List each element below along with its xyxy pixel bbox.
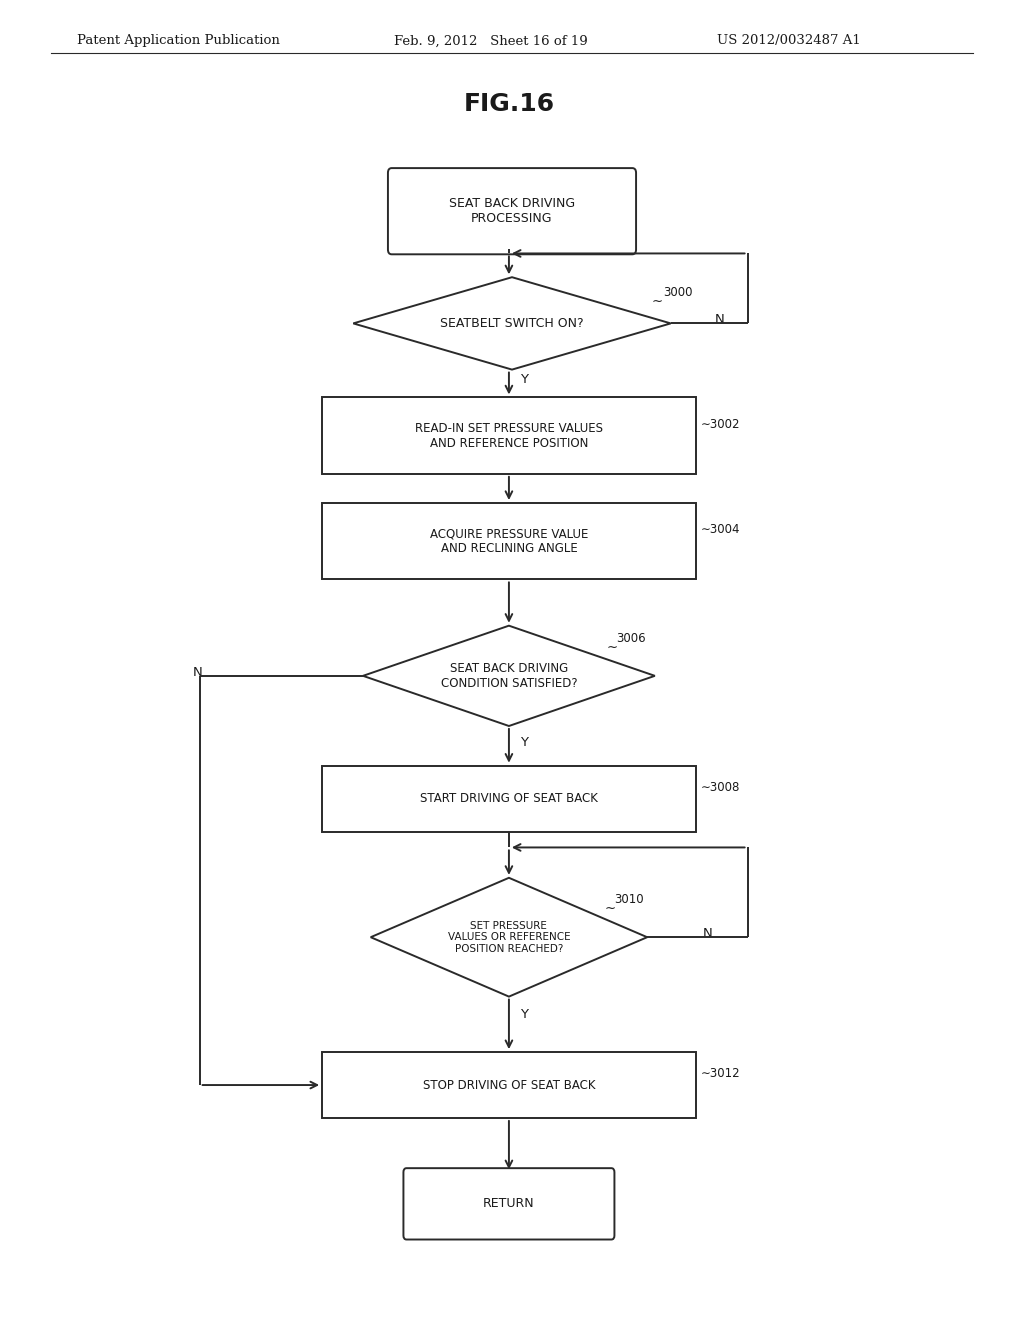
Text: ∼3008: ∼3008 [700,780,739,793]
Text: SET PRESSURE
VALUES OR REFERENCE
POSITION REACHED?: SET PRESSURE VALUES OR REFERENCE POSITIO… [447,920,570,954]
Bar [322,503,696,579]
FancyBboxPatch shape [403,1168,614,1239]
Text: READ-IN SET PRESSURE VALUES
AND REFERENCE POSITION: READ-IN SET PRESSURE VALUES AND REFERENC… [415,421,603,450]
Bar [322,766,696,832]
Text: N: N [702,927,713,940]
Text: STOP DRIVING OF SEAT BACK: STOP DRIVING OF SEAT BACK [423,1078,595,1092]
Text: Y: Y [520,374,528,387]
Text: 3006: 3006 [616,631,646,644]
Text: 3000: 3000 [664,285,693,298]
Text: START DRIVING OF SEAT BACK: START DRIVING OF SEAT BACK [420,792,598,805]
Polygon shape [371,878,647,997]
Text: SEAT BACK DRIVING
CONDITION SATISFIED?: SEAT BACK DRIVING CONDITION SATISFIED? [440,661,578,690]
Text: ∼: ∼ [606,640,617,653]
Text: ∼3002: ∼3002 [700,417,740,430]
Bar [322,1052,696,1118]
Text: Y: Y [520,735,528,748]
Bar [322,397,696,474]
Polygon shape [353,277,671,370]
Text: 3010: 3010 [614,892,644,906]
Text: Y: Y [520,1007,528,1020]
Text: ∼: ∼ [604,902,615,915]
Text: US 2012/0032487 A1: US 2012/0032487 A1 [717,34,860,48]
Text: ∼: ∼ [651,294,663,308]
Text: ∼3004: ∼3004 [700,523,740,536]
Text: ∼3012: ∼3012 [700,1067,740,1080]
Text: Patent Application Publication: Patent Application Publication [77,34,280,48]
FancyBboxPatch shape [388,168,636,255]
Text: N: N [715,313,725,326]
Text: SEATBELT SWITCH ON?: SEATBELT SWITCH ON? [440,317,584,330]
Text: SEAT BACK DRIVING
PROCESSING: SEAT BACK DRIVING PROCESSING [449,197,575,226]
Text: Feb. 9, 2012   Sheet 16 of 19: Feb. 9, 2012 Sheet 16 of 19 [394,34,588,48]
Text: N: N [193,665,203,678]
Text: RETURN: RETURN [483,1197,535,1210]
Polygon shape [364,626,655,726]
Text: ACQUIRE PRESSURE VALUE
AND RECLINING ANGLE: ACQUIRE PRESSURE VALUE AND RECLINING ANG… [430,527,588,556]
Text: FIG.16: FIG.16 [464,92,554,116]
